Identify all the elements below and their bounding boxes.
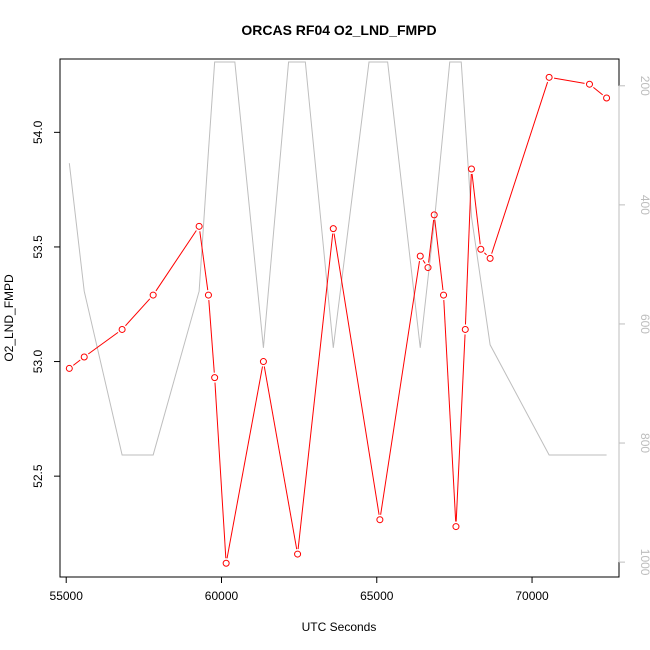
data-point	[440, 291, 448, 299]
data-point	[545, 73, 553, 81]
x-axis: 55000 60000 65000 70000	[50, 576, 549, 603]
x-tick-label: 70000	[515, 589, 549, 603]
secondary-series-layer	[68, 61, 607, 456]
secondary-y-tick-label: 800	[638, 433, 650, 453]
y-tick-label: 53.0	[31, 350, 45, 374]
primary-series-segment	[226, 366, 263, 559]
primary-series-segment	[428, 219, 435, 263]
secondary-y-tick-label: 400	[638, 195, 650, 215]
primary-series-segment	[263, 366, 298, 550]
data-point	[376, 516, 384, 524]
primary-series-segment	[380, 260, 420, 515]
data-point	[204, 291, 212, 299]
data-point	[461, 325, 469, 333]
secondary-y-tick-label: 200	[638, 76, 650, 96]
data-point	[259, 358, 267, 366]
primary-series-segment	[155, 230, 197, 292]
primary-series-segment	[491, 81, 549, 254]
data-point	[149, 291, 157, 299]
data-point	[294, 550, 302, 558]
primary-series-segment	[214, 382, 227, 559]
primary-series-segment	[72, 359, 81, 366]
chart-title: ORCAS RF04 O2_LND_FMPD	[241, 22, 436, 38]
data-point	[211, 374, 219, 382]
primary-series-segment	[199, 231, 209, 291]
data-point	[467, 165, 475, 173]
x-axis-label: UTC Seconds	[302, 620, 377, 634]
data-point	[195, 222, 203, 230]
data-point	[65, 364, 73, 372]
data-point	[222, 559, 230, 567]
data-point	[329, 225, 337, 233]
x-tick-label: 65000	[360, 589, 394, 603]
y-axis: 52.5 53.0 53.5 54.0	[31, 120, 61, 488]
primary-series-segment	[553, 77, 585, 84]
plot-frame	[59, 58, 620, 578]
data-point	[477, 245, 485, 253]
secondary-series-line	[68, 61, 607, 456]
primary-series-segment	[125, 298, 151, 327]
y-tick-label: 53.5	[31, 235, 45, 259]
secondary-y-axis: 200 400 600 800 1000	[618, 76, 650, 576]
data-point	[603, 94, 611, 102]
data-point	[416, 252, 424, 260]
primary-series-segment	[464, 173, 472, 325]
x-tick-label: 55000	[50, 589, 84, 603]
primary-series-segment	[484, 252, 487, 256]
data-point	[424, 264, 432, 272]
primary-series-segment	[443, 300, 457, 522]
primary-series-layer	[65, 73, 611, 567]
data-point	[118, 325, 126, 333]
primary-series-segment	[87, 331, 119, 355]
primary-series-segment	[422, 259, 426, 264]
primary-series-segment	[297, 233, 334, 550]
primary-series-segment	[434, 219, 444, 291]
secondary-y-tick-label: 600	[638, 314, 650, 334]
data-point	[430, 211, 438, 219]
primary-series-segment	[208, 300, 215, 373]
y-axis-label: O2_LND_FMPD	[2, 274, 16, 362]
primary-series-segment	[455, 334, 466, 522]
data-point	[80, 353, 88, 361]
primary-series-segment	[471, 173, 481, 245]
data-point	[486, 254, 494, 262]
y-tick-label: 52.5	[31, 464, 45, 488]
data-point	[585, 80, 593, 88]
y-tick-label: 54.0	[31, 120, 45, 144]
primary-series-segment	[333, 233, 380, 515]
secondary-y-tick-label: 1000	[638, 549, 650, 576]
data-point	[452, 523, 460, 531]
primary-series-segment	[593, 86, 603, 96]
x-tick-label: 60000	[205, 589, 239, 603]
